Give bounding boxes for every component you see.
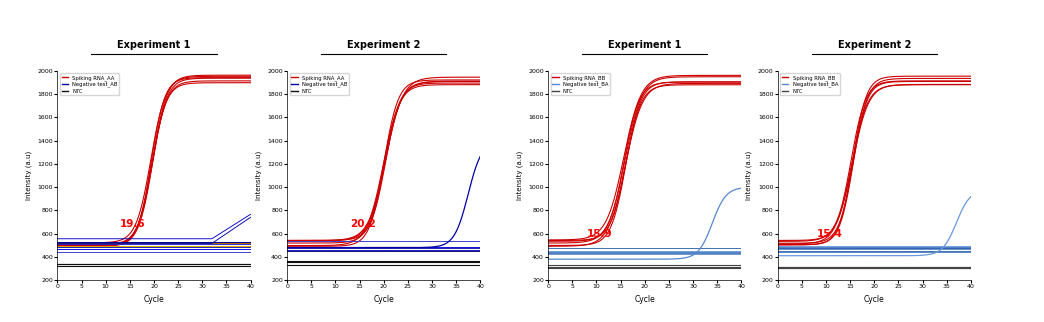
X-axis label: Cycle: Cycle [864, 295, 884, 304]
Text: 20.2: 20.2 [350, 219, 376, 229]
Y-axis label: Intensity (a.u): Intensity (a.u) [255, 151, 262, 200]
Y-axis label: Intensity (a.u): Intensity (a.u) [516, 151, 523, 200]
Text: Experiment 1: Experiment 1 [117, 40, 191, 50]
Legend: Spiking RNA_AA, Negative test_AB, NTC: Spiking RNA_AA, Negative test_AB, NTC [61, 73, 119, 95]
Text: Experiment 2: Experiment 2 [347, 40, 421, 50]
Text: 15.9: 15.9 [587, 229, 613, 239]
Text: Inf B_F 50μM / R 25μM: Inf B_F 50μM / R 25μM [706, 16, 855, 29]
X-axis label: Cycle: Cycle [144, 295, 164, 304]
Legend: Spiking RNA_BB, Negative test_BA, NTC: Spiking RNA_BB, Negative test_BA, NTC [551, 73, 610, 95]
X-axis label: Cycle: Cycle [374, 295, 394, 304]
Legend: Spiking RNA_AA, Negative test_AB, NTC: Spiking RNA_AA, Negative test_AB, NTC [290, 73, 349, 95]
Legend: Spiking RNA_BB, Negative test_BA, NTC: Spiking RNA_BB, Negative test_BA, NTC [781, 73, 839, 95]
Y-axis label: Intensity (a.u): Intensity (a.u) [745, 151, 753, 200]
X-axis label: Cycle: Cycle [635, 295, 655, 304]
Text: Inf A KU_F 25μM / R 50μM: Inf A KU_F 25μM / R 50μM [189, 16, 359, 29]
Text: 19.6: 19.6 [120, 219, 146, 229]
Y-axis label: Intensity (a.u): Intensity (a.u) [25, 151, 32, 200]
Text: Experiment 1: Experiment 1 [608, 40, 682, 50]
Text: Experiment 2: Experiment 2 [837, 40, 911, 50]
Text: 15.4: 15.4 [816, 229, 843, 239]
